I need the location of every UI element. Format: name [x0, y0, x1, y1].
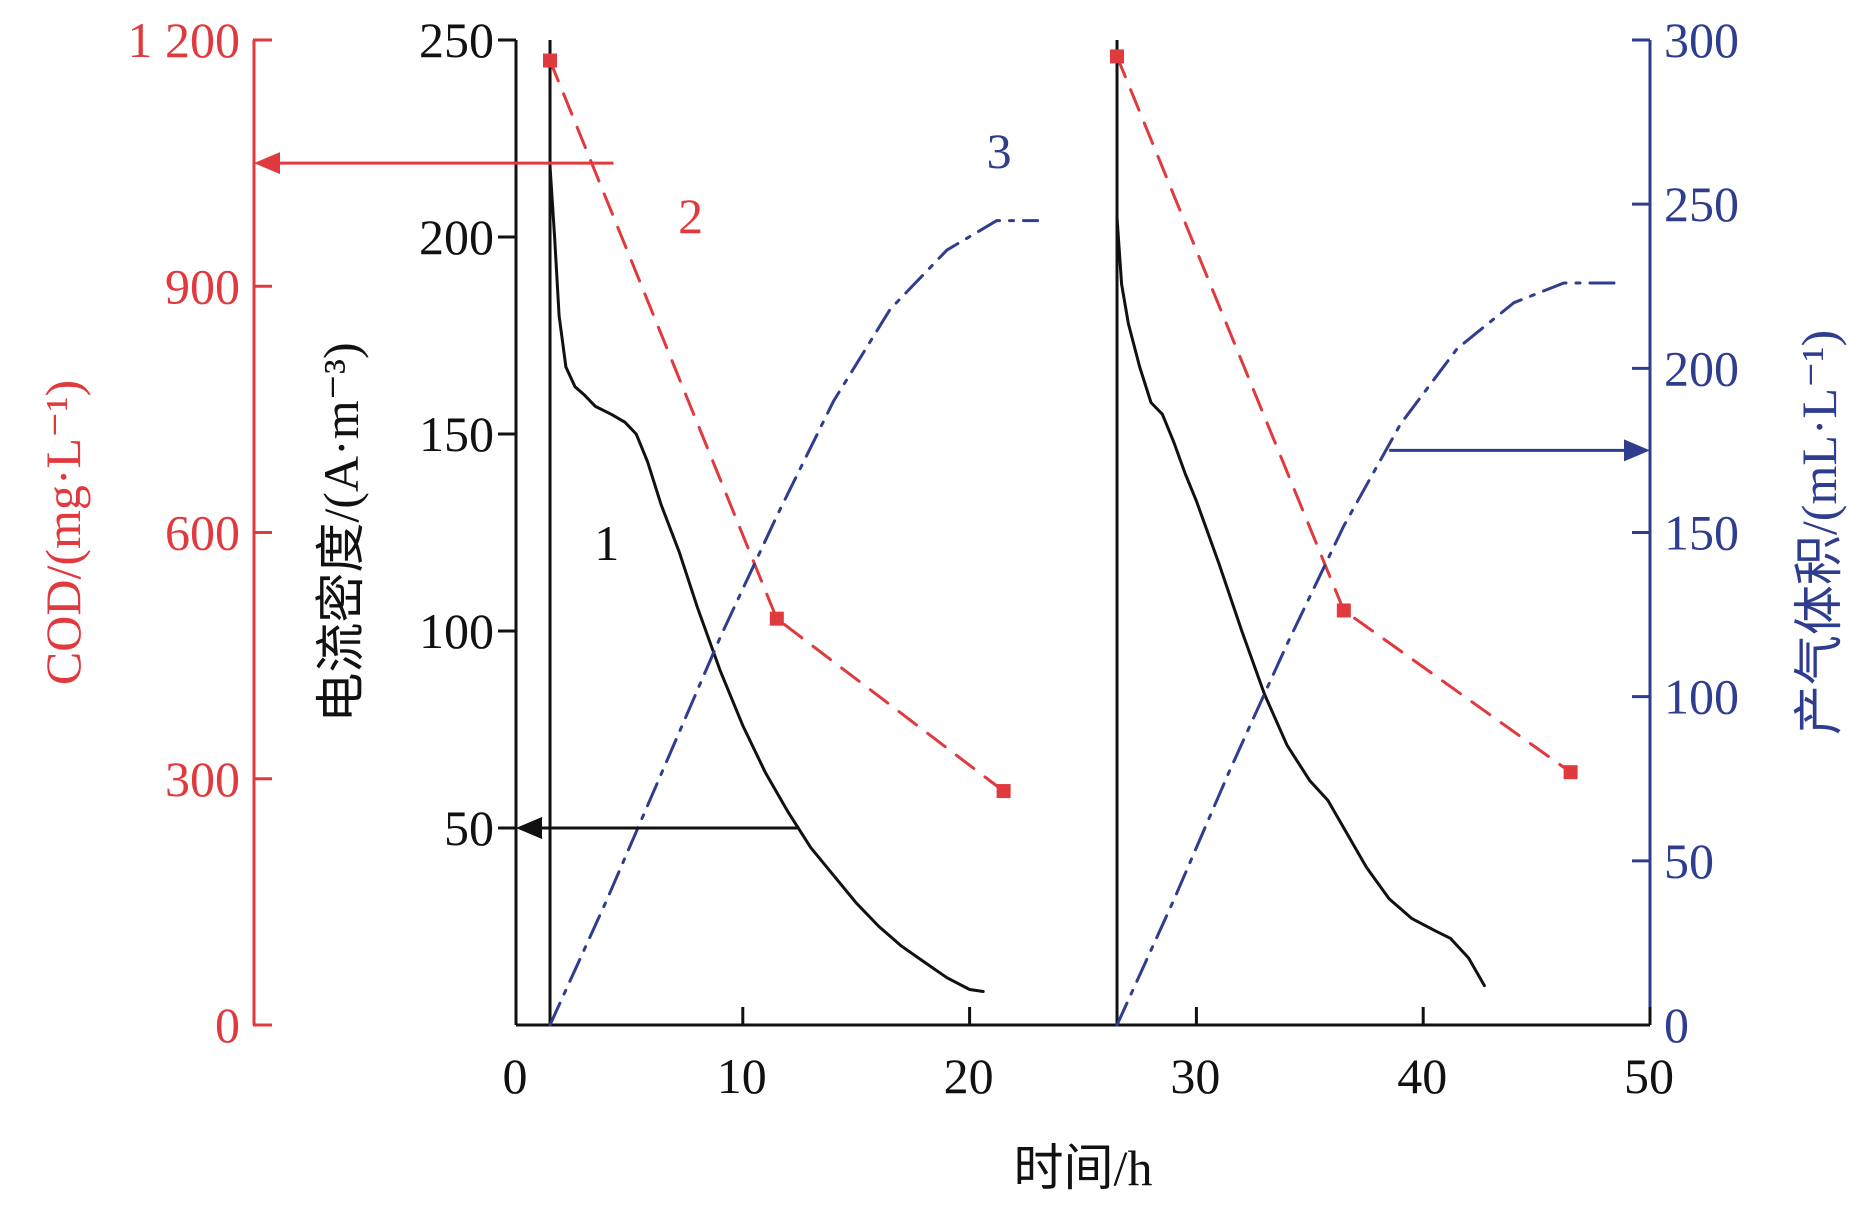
series-2-label: 2: [678, 188, 703, 244]
series-2-marker: [543, 53, 558, 68]
cod-tick-label: 1 200: [128, 12, 241, 68]
vertical-lines: [548, 40, 1119, 1025]
series-2-line: [1115, 54, 1573, 774]
series-1-line: [548, 164, 985, 993]
gas-tick-label: 100: [1664, 669, 1739, 725]
x-tick-label: 0: [503, 1048, 528, 1104]
cod-tick-label: 600: [165, 505, 240, 561]
current-density-axis: 50 100 150 200 250: [419, 12, 518, 1025]
gas-tick-label: 150: [1664, 505, 1739, 561]
cod-tick-label: 0: [215, 997, 240, 1053]
cod-tick-label: 300: [165, 751, 240, 807]
gas-tick-label: 300: [1664, 12, 1739, 68]
arrow-series-1-head: [516, 817, 542, 839]
gas-tick-label: 0: [1664, 997, 1689, 1053]
series-3-label: 3: [987, 123, 1012, 179]
x-tick-label: 20: [944, 1048, 994, 1104]
gas-tick-label: 250: [1664, 176, 1739, 232]
x-tick-label: 50: [1624, 1048, 1674, 1104]
x-tick-label: 30: [1170, 1048, 1220, 1104]
series-1-line: [1115, 215, 1486, 988]
series-2-marker: [769, 611, 784, 626]
series-3-line: [548, 219, 1040, 1027]
annotation-arrows: [254, 152, 1650, 839]
time-axis-label: 时间/h: [1014, 1140, 1153, 1196]
series-2-marker: [1110, 49, 1125, 64]
current-tick-label: 50: [444, 800, 494, 856]
series-labels: 1 2 3: [594, 123, 1011, 571]
series-2-marker: [1563, 765, 1578, 780]
arrow-series-2-head: [254, 152, 280, 175]
time-axis: 0 10 20 30 40 50: [503, 1007, 1674, 1104]
x-tick-label: 10: [717, 1048, 767, 1104]
cod-axis-label: COD/(mg·L⁻¹): [35, 380, 91, 685]
gas-volume-axis: 0 50 100 150 200 250 300: [1632, 12, 1739, 1053]
series-3-line: [1115, 281, 1618, 1027]
cod-tick-label: 900: [165, 258, 240, 314]
series-1-label: 1: [594, 515, 619, 571]
current-tick-label: 150: [419, 406, 494, 462]
gas-tick-label: 50: [1664, 833, 1714, 889]
current-axis-label: 电流密度/(A·m⁻³): [313, 342, 369, 722]
current-tick-label: 100: [419, 603, 494, 659]
gas-tick-label: 200: [1664, 340, 1739, 396]
current-tick-label: 250: [419, 12, 494, 68]
x-tick-label: 40: [1397, 1048, 1447, 1104]
arrow-series-3-head: [1624, 439, 1650, 462]
series-2-marker: [1336, 603, 1351, 618]
cod-axis: 0 300 600 900 1 200: [128, 12, 272, 1053]
series-layer: [543, 49, 1618, 1027]
series-2-marker: [996, 784, 1011, 799]
series-2-line: [548, 59, 1006, 793]
gas-axis-label: 产气体积/(mL·L⁻¹): [1791, 330, 1847, 735]
current-tick-label: 200: [419, 209, 494, 265]
